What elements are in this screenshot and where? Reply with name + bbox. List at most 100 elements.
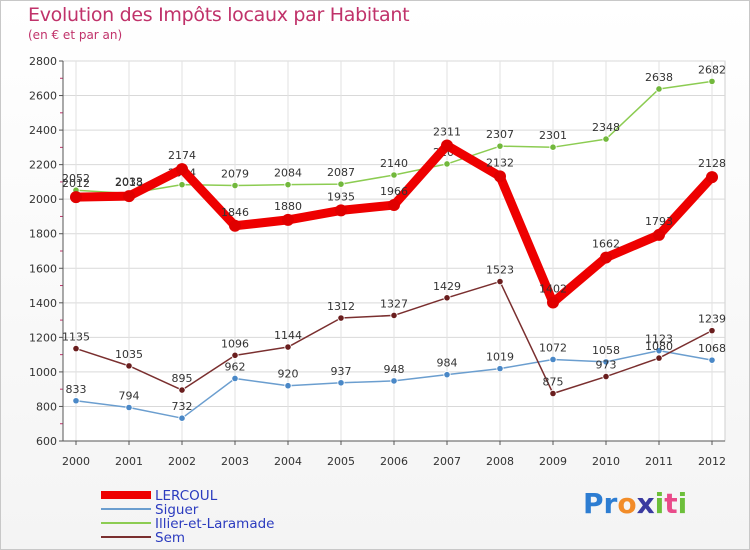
data-label: 1312 bbox=[327, 300, 355, 313]
data-point bbox=[335, 204, 347, 217]
data-label: 2140 bbox=[380, 157, 408, 170]
x-tick-label: 2001 bbox=[115, 455, 143, 468]
series-lercoul: 2012 2018 2174 1846 1880 1935 1966 2311 2132 1402… bbox=[62, 125, 726, 309]
data-label: 1019 bbox=[486, 351, 514, 364]
data-label: 833 bbox=[66, 383, 87, 396]
legend-label: Sem bbox=[155, 530, 185, 546]
data-point bbox=[178, 181, 186, 189]
data-point bbox=[284, 181, 292, 189]
data-label: 2307 bbox=[486, 128, 514, 141]
logo-letter: o bbox=[617, 487, 637, 520]
data-label: 794 bbox=[119, 389, 140, 402]
data-label: 1429 bbox=[433, 280, 461, 293]
data-label: 1846 bbox=[221, 206, 249, 219]
data-point bbox=[178, 386, 186, 394]
data-label: 2638 bbox=[645, 71, 673, 84]
data-point bbox=[231, 181, 239, 190]
y-tick-label: 2000 bbox=[29, 193, 57, 206]
data-point bbox=[494, 170, 506, 183]
data-point bbox=[229, 219, 241, 232]
data-point bbox=[388, 199, 400, 212]
data-label: 2087 bbox=[327, 166, 355, 179]
y-tick-label: 1400 bbox=[29, 297, 57, 310]
x-tick-label: 2007 bbox=[433, 455, 461, 468]
data-label: 1068 bbox=[698, 342, 726, 355]
data-point bbox=[655, 347, 663, 355]
y-tick-label: 800 bbox=[36, 400, 57, 413]
data-label: 1935 bbox=[327, 190, 355, 203]
data-point bbox=[282, 213, 294, 226]
data-point bbox=[441, 139, 453, 152]
data-label: 1966 bbox=[380, 185, 408, 198]
data-label: 920 bbox=[278, 368, 299, 381]
data-label: 2079 bbox=[221, 168, 249, 181]
data-point bbox=[72, 344, 80, 353]
legend-label: LERCOUL bbox=[155, 488, 218, 504]
y-tick-label: 1000 bbox=[29, 366, 57, 379]
data-point bbox=[655, 354, 663, 362]
data-point bbox=[176, 163, 188, 176]
data-point bbox=[549, 389, 557, 398]
y-tick-label: 600 bbox=[36, 435, 57, 448]
data-label: 1096 bbox=[221, 337, 249, 350]
data-label: 2174 bbox=[168, 149, 196, 162]
data-label: 895 bbox=[172, 372, 193, 385]
data-point bbox=[496, 142, 504, 150]
data-point bbox=[549, 143, 557, 151]
data-label: 948 bbox=[384, 363, 405, 376]
data-point bbox=[70, 191, 82, 204]
data-point bbox=[655, 85, 663, 93]
data-label: 2128 bbox=[698, 157, 726, 170]
data-point bbox=[708, 327, 716, 335]
data-label: 2033 bbox=[115, 175, 143, 188]
data-point bbox=[653, 228, 665, 241]
data-label: 1135 bbox=[62, 331, 90, 344]
x-tick-label: 2002 bbox=[168, 455, 196, 468]
data-point bbox=[390, 311, 398, 320]
proxiti-logo: Proxiti bbox=[583, 487, 687, 520]
data-label: 1144 bbox=[274, 329, 302, 342]
logo-letter: r bbox=[603, 487, 618, 520]
data-point bbox=[390, 377, 398, 385]
data-label: 2311 bbox=[433, 125, 461, 138]
data-point bbox=[602, 358, 610, 366]
y-tick-label: 2200 bbox=[29, 159, 57, 172]
data-point bbox=[123, 190, 135, 203]
y-tick-label: 1200 bbox=[29, 331, 57, 344]
data-point bbox=[708, 356, 716, 364]
data-point bbox=[337, 180, 345, 188]
data-label: 2132 bbox=[486, 156, 514, 169]
data-point bbox=[284, 343, 292, 351]
data-label: 962 bbox=[225, 360, 246, 373]
legend-label: Siguer bbox=[155, 502, 199, 518]
y-tick-label: 2600 bbox=[29, 90, 57, 103]
data-label: 2301 bbox=[539, 129, 567, 142]
data-point bbox=[125, 403, 133, 412]
x-tick-label: 2009 bbox=[539, 455, 567, 468]
logo-letter: i bbox=[654, 487, 665, 520]
data-label: 973 bbox=[596, 359, 617, 372]
data-point bbox=[708, 77, 716, 85]
data-label: 1327 bbox=[380, 297, 408, 310]
data-point bbox=[547, 296, 559, 309]
data-label: 1035 bbox=[115, 348, 143, 361]
data-point bbox=[706, 171, 718, 184]
y-tick-label: 2800 bbox=[29, 55, 57, 68]
y-tick-label: 1800 bbox=[29, 228, 57, 241]
x-tick-label: 2006 bbox=[380, 455, 408, 468]
data-label: 937 bbox=[331, 365, 352, 378]
data-label: 1072 bbox=[539, 341, 567, 354]
data-label: 875 bbox=[543, 376, 564, 389]
data-point bbox=[231, 374, 239, 383]
data-point bbox=[443, 294, 451, 302]
data-label: 984 bbox=[437, 357, 458, 370]
series-sem: 1135 1035 895 1096 1144 1312 1327 1429 1523 875 97… bbox=[62, 264, 726, 398]
data-point bbox=[125, 362, 133, 370]
data-label: 1123 bbox=[645, 333, 673, 346]
data-point bbox=[602, 135, 610, 143]
data-point bbox=[231, 351, 239, 359]
data-label: 1402 bbox=[539, 282, 567, 295]
x-tick-label: 2011 bbox=[645, 455, 673, 468]
